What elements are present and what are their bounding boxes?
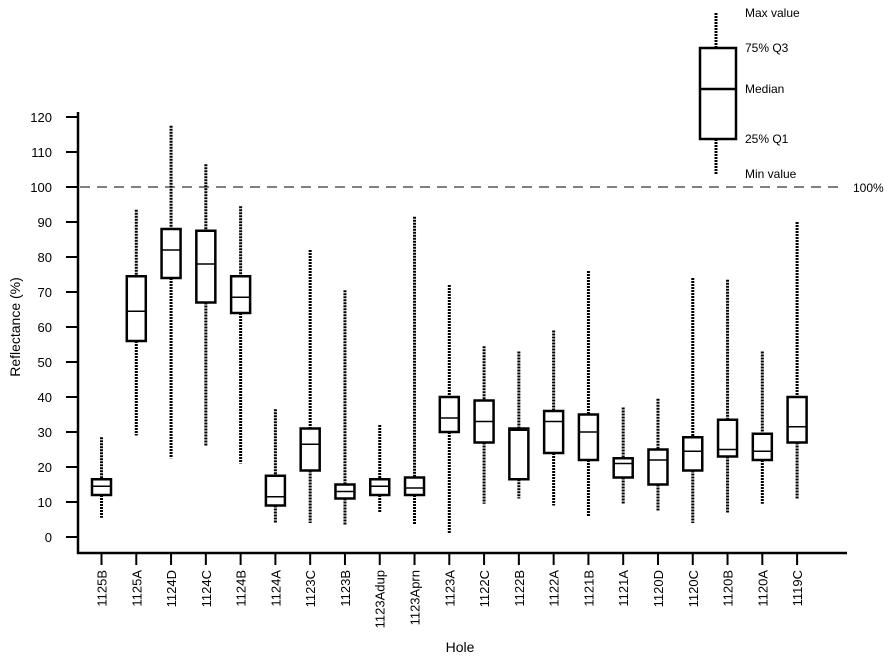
x-tick-label: 1120C xyxy=(686,570,701,607)
box-1123Adup xyxy=(368,425,391,513)
y-tick-label: 10 xyxy=(38,495,52,510)
box-1120C xyxy=(682,278,704,523)
x-tick-label: 1121B xyxy=(581,570,596,607)
legend-median-label: Median xyxy=(745,82,784,96)
x-tick-label: 1120A xyxy=(755,570,770,607)
iqr-box xyxy=(716,418,739,458)
box-1120A xyxy=(751,351,774,504)
box-1123Aprn xyxy=(403,216,426,525)
x-tick-label: 1122C xyxy=(477,570,492,607)
x-tick-label: 1125B xyxy=(95,570,110,607)
iqr-box xyxy=(612,457,634,479)
x-tick-label: 1123B xyxy=(338,570,353,607)
box-1124B xyxy=(229,206,252,464)
iqr-box xyxy=(786,395,808,444)
iqr-box xyxy=(438,395,461,434)
iqr-box xyxy=(577,413,600,462)
iqr-box xyxy=(195,229,217,304)
legend-box xyxy=(698,46,738,141)
y-tick-label: 110 xyxy=(31,145,52,160)
iqr-box xyxy=(542,409,565,455)
x-tick-label: 1124B xyxy=(234,570,249,607)
iqr-box xyxy=(229,275,252,315)
iqr-box xyxy=(299,427,321,472)
x-tick-label: 1123A xyxy=(442,570,457,607)
box-1120B xyxy=(716,279,739,513)
y-tick-label: 100 xyxy=(30,180,52,195)
y-tick-label: 30 xyxy=(38,425,52,440)
x-tick-label: 1123C xyxy=(303,570,318,607)
iqr-box xyxy=(160,227,182,280)
x-tick-label: 1121A xyxy=(616,570,631,607)
iqr-box xyxy=(751,432,774,462)
legend-max-label: Max value xyxy=(745,6,800,20)
x-tick-label: 1123Aprn xyxy=(408,570,423,625)
y-tick-label: 70 xyxy=(38,285,52,300)
x-tick-label: 1122B xyxy=(512,570,527,607)
x-axis-label: Hole xyxy=(446,639,475,655)
y-tick-label: 120 xyxy=(30,110,52,125)
box-1122C xyxy=(473,346,495,504)
box-1124C xyxy=(195,164,217,446)
legend-min-label: Min value xyxy=(745,167,797,181)
x-tick-label: 1124C xyxy=(199,570,214,607)
iqr-box xyxy=(647,448,669,486)
legend-q3-label: 75% Q3 xyxy=(745,41,789,55)
box-1121B xyxy=(577,271,600,516)
box-1120D xyxy=(647,398,669,511)
y-ticks: 0 10 20 30 40 50 60 70 80 90 100 110 120 xyxy=(30,110,78,545)
legend: Max value 75% Q3 Median 25% Q1 Min value xyxy=(698,6,800,181)
iqr-box xyxy=(368,478,391,497)
y-axis-label: Reflectance (%) xyxy=(7,277,23,377)
box-1123A xyxy=(438,285,461,534)
y-tick-label: 90 xyxy=(38,215,52,230)
boxes xyxy=(90,125,808,534)
y-tick-label: 40 xyxy=(38,390,52,405)
reference-line-group: 100% xyxy=(80,181,884,195)
y-tick-label: 60 xyxy=(38,320,52,335)
x-tick-label: 1125A xyxy=(129,570,144,607)
box-1122B xyxy=(508,351,530,499)
iqr-box xyxy=(682,436,704,472)
iqr-box xyxy=(508,427,530,481)
box-1123C xyxy=(299,250,321,523)
axes xyxy=(76,112,847,555)
x-tick-label: 1120B xyxy=(721,570,736,607)
box-1124A xyxy=(264,409,287,523)
x-tick-label: 1119C xyxy=(790,570,805,606)
iqr-box xyxy=(403,476,426,497)
y-tick-label: 50 xyxy=(38,355,52,370)
x-tick-label: 1124A xyxy=(268,570,283,607)
iqr-box xyxy=(264,474,287,507)
box-1125B xyxy=(90,437,113,518)
reference-line-label: 100% xyxy=(853,181,884,195)
box-1121A xyxy=(612,407,634,504)
box-1119C xyxy=(786,222,808,499)
iqr-box xyxy=(90,478,113,497)
box-1122A xyxy=(542,330,565,506)
y-tick-label: 0 xyxy=(45,530,52,545)
x-tick-label: 1123Adup xyxy=(373,570,388,628)
iqr-box xyxy=(125,275,148,343)
x-tick-label: 1122A xyxy=(547,570,562,607)
y-tick-label: 20 xyxy=(38,460,52,475)
box-1123B xyxy=(334,290,356,525)
x-tick-label: 1120D xyxy=(651,570,666,607)
y-tick-label: 80 xyxy=(38,250,52,265)
x-tick-label: 1124D xyxy=(164,570,179,607)
x-tick-labels: 1125B 1125A 1124D 1124C 1124B 1124A 1123C 1123B… xyxy=(95,553,805,628)
box-1125A xyxy=(125,209,148,436)
legend-q1-label: 25% Q1 xyxy=(745,132,789,146)
box-1124D xyxy=(160,125,182,459)
